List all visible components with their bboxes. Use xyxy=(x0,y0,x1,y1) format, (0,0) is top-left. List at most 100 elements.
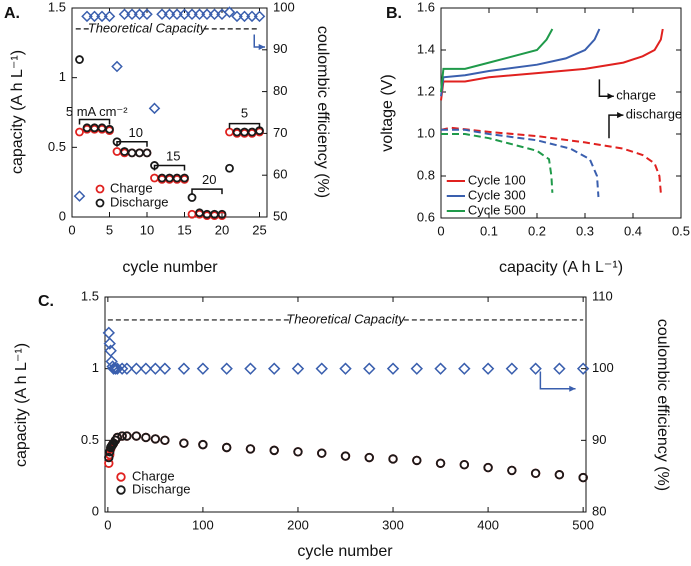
y2-axis-title: coulombic efficiency (%) xyxy=(654,319,671,491)
x-axis-title: cycle number xyxy=(122,259,218,276)
legend-marker xyxy=(95,198,105,208)
data-point xyxy=(163,8,176,21)
y-tick-label: 1.6 xyxy=(417,0,435,14)
data-point xyxy=(111,362,124,375)
data-point xyxy=(578,472,588,483)
data-point xyxy=(177,362,191,375)
data-point xyxy=(180,173,189,183)
data-point xyxy=(246,10,258,23)
x-tick-label: 0.2 xyxy=(528,223,546,238)
data-point xyxy=(102,326,115,340)
data-point xyxy=(141,8,153,21)
charge-curve xyxy=(440,28,664,101)
arrow-head xyxy=(569,385,576,392)
data-point xyxy=(269,445,279,456)
data-point xyxy=(171,8,183,21)
data-point xyxy=(364,452,374,463)
legend-marker xyxy=(116,472,126,482)
data-point xyxy=(412,455,422,466)
legend-marker xyxy=(95,184,105,194)
data-point xyxy=(158,362,172,375)
data-point xyxy=(104,452,114,463)
y-tick-label: 1 xyxy=(92,360,99,375)
data-point xyxy=(220,362,233,375)
data-point xyxy=(111,60,123,73)
y-tick-label: 1.5 xyxy=(81,288,99,303)
data-point xyxy=(148,102,161,115)
x-tick-label: 0 xyxy=(68,222,75,237)
arrow xyxy=(539,371,576,390)
panel-label: B. xyxy=(386,5,402,22)
data-point xyxy=(156,8,168,21)
data-point xyxy=(133,8,146,21)
legend-label: Cycle 300 xyxy=(468,187,526,202)
y2-tick-label: 80 xyxy=(273,83,287,98)
data-point xyxy=(105,124,114,134)
data-point xyxy=(317,448,327,458)
annotation: discharge xyxy=(626,107,682,122)
data-point xyxy=(96,10,108,23)
x-axis-title: cycle number xyxy=(297,543,393,560)
label-bg xyxy=(289,312,402,327)
y-tick-label: 1.0 xyxy=(417,125,435,140)
data-point xyxy=(505,362,519,375)
data-point xyxy=(120,362,134,375)
data-point xyxy=(103,10,116,23)
y-tick-label: 0.6 xyxy=(417,209,435,224)
plot-frame xyxy=(104,296,587,513)
data-point xyxy=(186,8,198,21)
data-point xyxy=(75,55,84,64)
data-point xyxy=(127,148,137,158)
data-point xyxy=(244,362,257,375)
data-point xyxy=(142,148,152,158)
data-point xyxy=(126,8,138,21)
y-tick-label: 1.5 xyxy=(48,0,66,14)
legend-label: Discharge xyxy=(132,481,191,496)
annotation: 15 xyxy=(166,149,180,164)
arrow-head xyxy=(258,43,265,51)
data-point xyxy=(179,438,189,448)
data-point xyxy=(268,362,281,375)
data-point xyxy=(293,447,303,457)
data-point xyxy=(107,362,120,375)
y-tick-label: 1 xyxy=(59,69,66,84)
charge-curve xyxy=(440,28,554,93)
data-point xyxy=(103,337,116,350)
x-tick-label: 0.3 xyxy=(576,223,594,238)
y2-axis-title: coulombic efficiency (%) xyxy=(314,26,331,198)
data-point xyxy=(388,454,398,464)
x-tick-label: 25 xyxy=(252,222,266,237)
y-tick-label: 0.5 xyxy=(81,432,99,447)
data-point xyxy=(130,362,143,375)
x-tick-label: 400 xyxy=(477,517,499,532)
x-tick-label: 100 xyxy=(192,517,214,532)
y-tick-label: 0.5 xyxy=(48,139,66,154)
data-point xyxy=(112,147,122,156)
y-tick-label: 0 xyxy=(59,208,66,223)
data-point xyxy=(554,470,565,480)
annotation: 5 mA cm⁻² xyxy=(66,104,128,119)
annotation: 5 xyxy=(241,105,248,120)
plot-frame xyxy=(71,7,268,218)
data-point xyxy=(104,344,117,357)
x-tick-label: 10 xyxy=(140,222,154,237)
y-tick-label: 0.8 xyxy=(417,167,435,182)
arrow xyxy=(598,79,614,97)
data-point xyxy=(238,10,251,23)
data-point xyxy=(217,209,227,219)
x-tick-label: 300 xyxy=(382,517,404,532)
x-tick-label: 5 xyxy=(106,222,113,237)
y-tick-label: 0 xyxy=(92,503,99,518)
bracket xyxy=(191,188,223,195)
bracket xyxy=(116,141,148,147)
y2-tick-label: 90 xyxy=(592,432,606,447)
data-point xyxy=(112,432,123,443)
data-point xyxy=(115,362,129,375)
reference-label: Theoretical Capacity xyxy=(286,311,406,326)
y2-tick-label: 100 xyxy=(273,0,295,14)
label-bg xyxy=(91,21,203,36)
y2-tick-label: 50 xyxy=(273,208,287,223)
discharge-curve xyxy=(441,133,554,193)
data-point xyxy=(231,10,243,23)
